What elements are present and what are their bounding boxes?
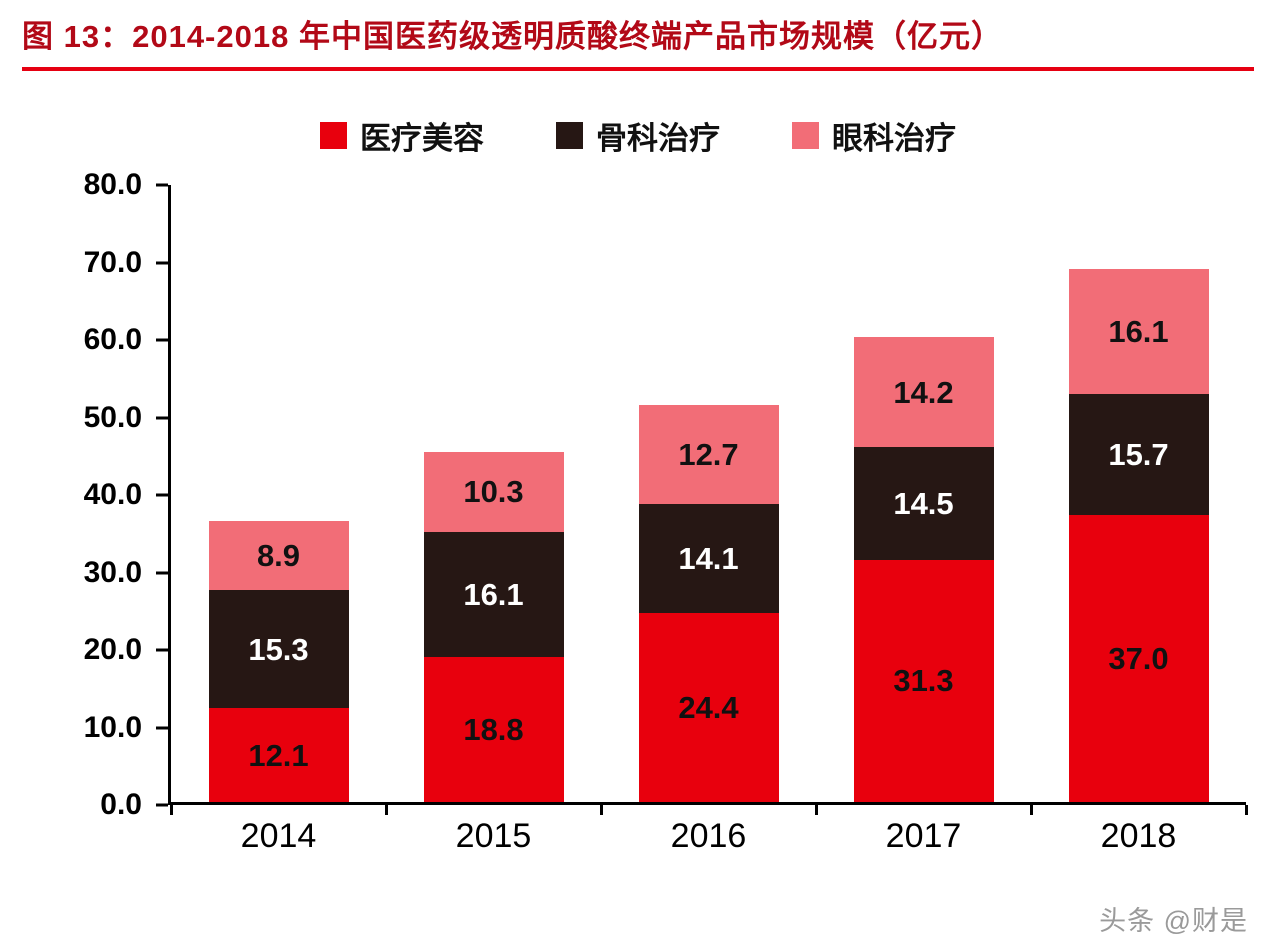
value-label: 12.1 bbox=[248, 737, 309, 773]
legend-item-1: 骨科治疗 bbox=[556, 113, 720, 158]
y-tick-mark bbox=[156, 648, 168, 652]
bars-container: 12.1 15.3 8.9 18.8 16.1 10.3 24.4 14.1 12.7 31.3 1… bbox=[171, 185, 1246, 803]
y-tick-label: 70.0 bbox=[83, 245, 142, 279]
segment-2017-2: 14.2 bbox=[853, 337, 994, 448]
plot-area: 12.1 15.3 8.9 18.8 16.1 10.3 24.4 14.1 12.7 31.3 1… bbox=[168, 185, 1248, 816]
y-axis: 80.0 70.0 60.0 50.0 40.0 30.0 20.0 10.0 0.0 bbox=[0, 168, 168, 821]
chart-header: 图 13：2014-2018 年中国医药级透明质酸终端产品市场规模（亿元） bbox=[0, 0, 1276, 72]
chart-area: 80.0 70.0 60.0 50.0 40.0 30.0 20.0 10.0 0.0 12.1… bbox=[0, 168, 1276, 821]
segment-2018-1: 15.7 bbox=[1068, 393, 1209, 516]
legend-swatch-icon bbox=[320, 121, 347, 149]
y-tick-mark bbox=[156, 183, 168, 187]
x-axis-label-2016: 2016 bbox=[670, 817, 747, 856]
y-tick-mark bbox=[156, 726, 168, 730]
value-label: 37.0 bbox=[1108, 641, 1169, 677]
value-label: 16.1 bbox=[1108, 313, 1169, 349]
value-label: 12.7 bbox=[678, 437, 739, 473]
segment-2014-0: 12.1 bbox=[208, 708, 349, 803]
y-tick-label: 50.0 bbox=[83, 400, 142, 434]
segment-2018-0: 37.0 bbox=[1068, 515, 1209, 803]
y-tick-label: 0.0 bbox=[100, 788, 142, 822]
y-tick-label: 30.0 bbox=[83, 555, 142, 589]
y-tick-label: 60.0 bbox=[83, 323, 142, 357]
value-label: 8.9 bbox=[256, 537, 301, 573]
watermark: 头条 @财是 bbox=[1099, 906, 1248, 936]
x-tick-mark bbox=[1245, 805, 1248, 816]
value-label: 31.3 bbox=[893, 663, 954, 699]
segment-2018-2: 16.1 bbox=[1068, 269, 1209, 394]
value-label: 10.3 bbox=[463, 474, 524, 510]
y-tick-label: 10.0 bbox=[83, 710, 142, 744]
bar-2014: 12.1 15.3 8.9 bbox=[208, 520, 349, 803]
x-tick-mark bbox=[1030, 805, 1033, 816]
segment-2014-2: 8.9 bbox=[208, 520, 349, 590]
y-tick-mark bbox=[156, 803, 168, 807]
segment-2014-1: 15.3 bbox=[208, 589, 349, 709]
x-axis-label-2014: 2014 bbox=[240, 817, 317, 856]
y-tick-mark bbox=[156, 261, 168, 265]
y-tick-label: 20.0 bbox=[83, 633, 142, 667]
bar-2018: 37.0 15.7 16.1 bbox=[1068, 269, 1209, 803]
segment-2017-0: 31.3 bbox=[853, 559, 994, 803]
x-tick-mark bbox=[170, 805, 173, 816]
legend-label: 眼科治疗 bbox=[832, 120, 956, 156]
segment-2015-2: 10.3 bbox=[423, 451, 564, 532]
y-tick-mark bbox=[156, 338, 168, 342]
title-underline bbox=[22, 67, 1254, 72]
segment-2015-1: 16.1 bbox=[423, 531, 564, 657]
segment-2016-0: 24.4 bbox=[638, 613, 779, 803]
x-axis-label-2018: 2018 bbox=[1100, 817, 1177, 856]
legend-label: 骨科治疗 bbox=[596, 120, 720, 156]
value-label: 15.3 bbox=[248, 631, 309, 667]
value-label: 15.7 bbox=[1108, 437, 1169, 473]
y-tick-mark bbox=[156, 571, 168, 575]
legend-swatch-icon bbox=[556, 121, 583, 149]
segment-2016-1: 14.1 bbox=[638, 503, 779, 614]
chart-title: 图 13：2014-2018 年中国医药级透明质酸终端产品市场规模（亿元） bbox=[22, 19, 1003, 54]
y-tick-mark bbox=[156, 493, 168, 497]
legend-item-2: 眼科治疗 bbox=[792, 113, 956, 158]
value-label: 14.1 bbox=[678, 540, 739, 576]
value-label: 14.5 bbox=[893, 485, 954, 521]
value-label: 24.4 bbox=[678, 690, 739, 726]
x-axis-label-2015: 2015 bbox=[455, 817, 532, 856]
x-axis-labels: 2014 2015 2016 2017 2018 bbox=[171, 817, 1246, 856]
segment-2017-1: 14.5 bbox=[853, 447, 994, 560]
legend: 医疗美容 骨科治疗 眼科治疗 bbox=[0, 113, 1276, 158]
segment-2016-2: 12.7 bbox=[638, 405, 779, 504]
legend-swatch-icon bbox=[792, 121, 819, 149]
y-tick-label: 40.0 bbox=[83, 478, 142, 512]
x-tick-mark bbox=[815, 805, 818, 816]
segment-2015-0: 18.8 bbox=[423, 656, 564, 803]
value-label: 18.8 bbox=[463, 711, 524, 747]
bar-2017: 31.3 14.5 14.2 bbox=[853, 337, 994, 803]
legend-item-0: 医疗美容 bbox=[320, 113, 484, 158]
bar-2015: 18.8 16.1 10.3 bbox=[423, 451, 564, 803]
x-tick-mark bbox=[600, 805, 603, 816]
value-label: 14.2 bbox=[893, 374, 954, 410]
x-axis-label-2017: 2017 bbox=[885, 817, 962, 856]
y-tick-label: 80.0 bbox=[83, 168, 142, 202]
bar-2016: 24.4 14.1 12.7 bbox=[638, 405, 779, 803]
y-tick-mark bbox=[156, 416, 168, 420]
x-tick-mark bbox=[385, 805, 388, 816]
legend-label: 医疗美容 bbox=[360, 120, 484, 156]
value-label: 16.1 bbox=[463, 576, 524, 612]
